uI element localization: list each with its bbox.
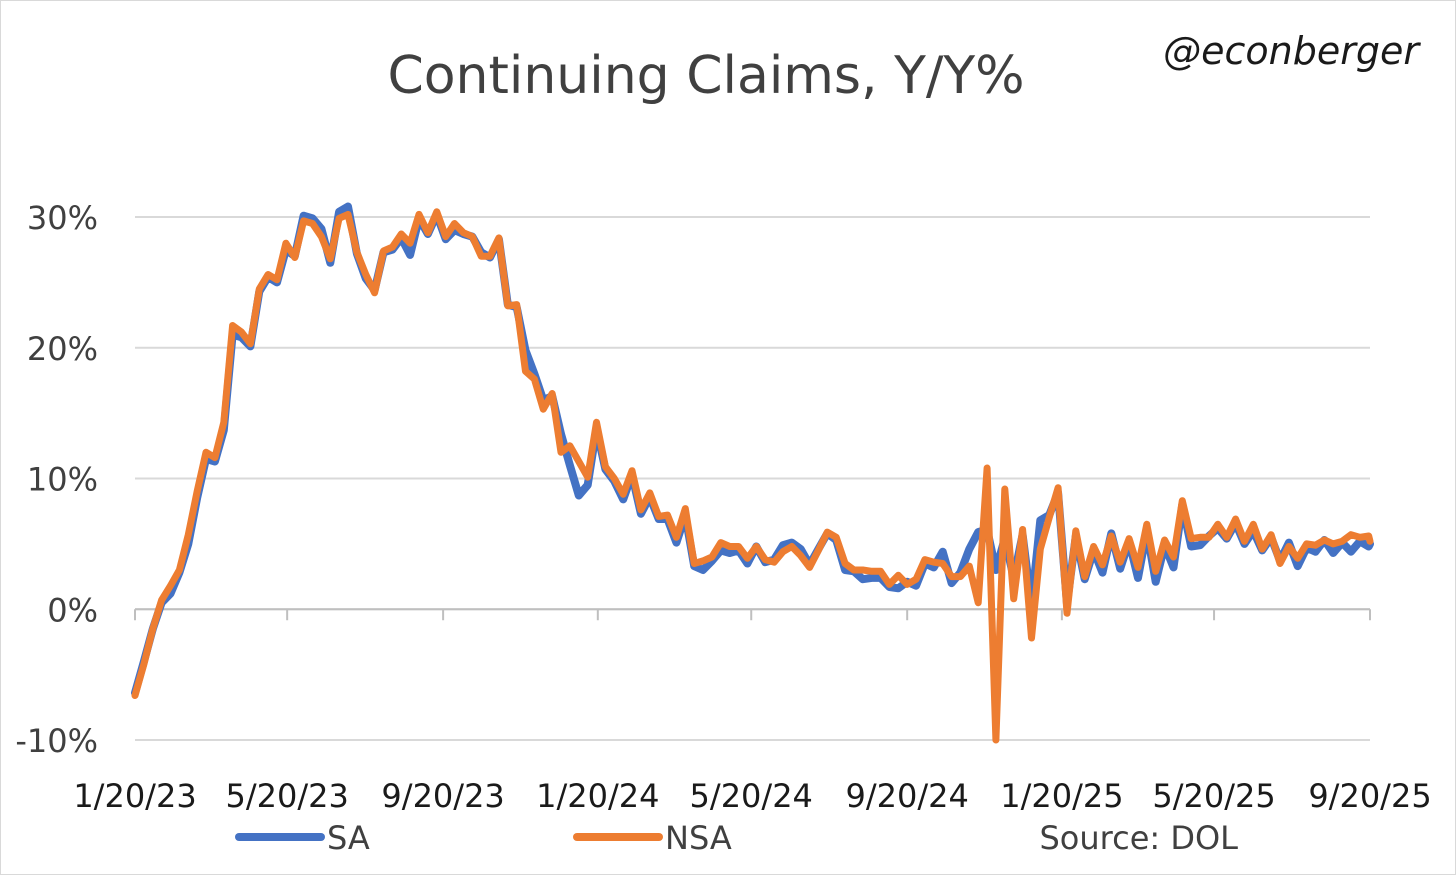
y-tick-label: 30% [27, 199, 98, 237]
x-tick-label: 1/20/25 [1000, 777, 1123, 815]
x-tick-label: 9/20/24 [846, 777, 969, 815]
y-tick-label: -10% [15, 722, 98, 760]
x-tick-label: 5/20/23 [225, 777, 348, 815]
plot-area [131, 202, 1374, 744]
x-tick-label: 5/20/24 [690, 777, 813, 815]
x-axis: 1/20/23 5/20/23 9/20/23 1/20/24 5/20/24 9/20/… [73, 608, 1432, 815]
y-axis: -10% 0% 10% 20% 30% [15, 199, 98, 760]
y-tick-label: 0% [47, 591, 98, 629]
x-tick-label: 9/20/25 [1308, 777, 1431, 815]
legend: SA NSA [235, 819, 732, 857]
x-tick-label: 1/20/24 [536, 777, 659, 815]
x-tick-label: 9/20/23 [381, 777, 504, 815]
legend-label: NSA [665, 819, 732, 857]
legend-label: SA [327, 819, 370, 857]
chart-title: Continuing Claims, Y/Y% [387, 46, 1024, 106]
y-tick-label: 10% [27, 461, 98, 499]
x-tick-label: 5/20/25 [1152, 777, 1275, 815]
series-line-sa [131, 202, 1374, 697]
series-line-nsa [131, 208, 1374, 744]
watermark: @econberger [1163, 29, 1421, 73]
legend-item-sa: SA [235, 819, 370, 857]
legend-item-nsa: NSA [573, 819, 732, 857]
source-note: Source: DOL [1039, 819, 1238, 857]
x-tick-label: 1/20/23 [73, 777, 196, 815]
gridlines [135, 216, 1370, 741]
y-tick-label: 20% [27, 330, 98, 368]
